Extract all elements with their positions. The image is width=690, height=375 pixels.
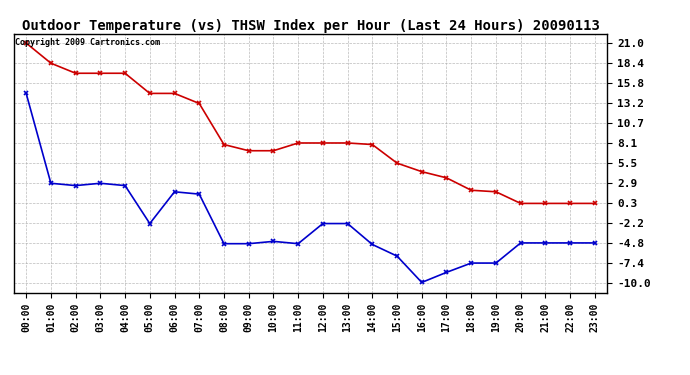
Title: Outdoor Temperature (vs) THSW Index per Hour (Last 24 Hours) 20090113: Outdoor Temperature (vs) THSW Index per … (21, 19, 600, 33)
Text: Copyright 2009 Cartronics.com: Copyright 2009 Cartronics.com (15, 38, 160, 46)
